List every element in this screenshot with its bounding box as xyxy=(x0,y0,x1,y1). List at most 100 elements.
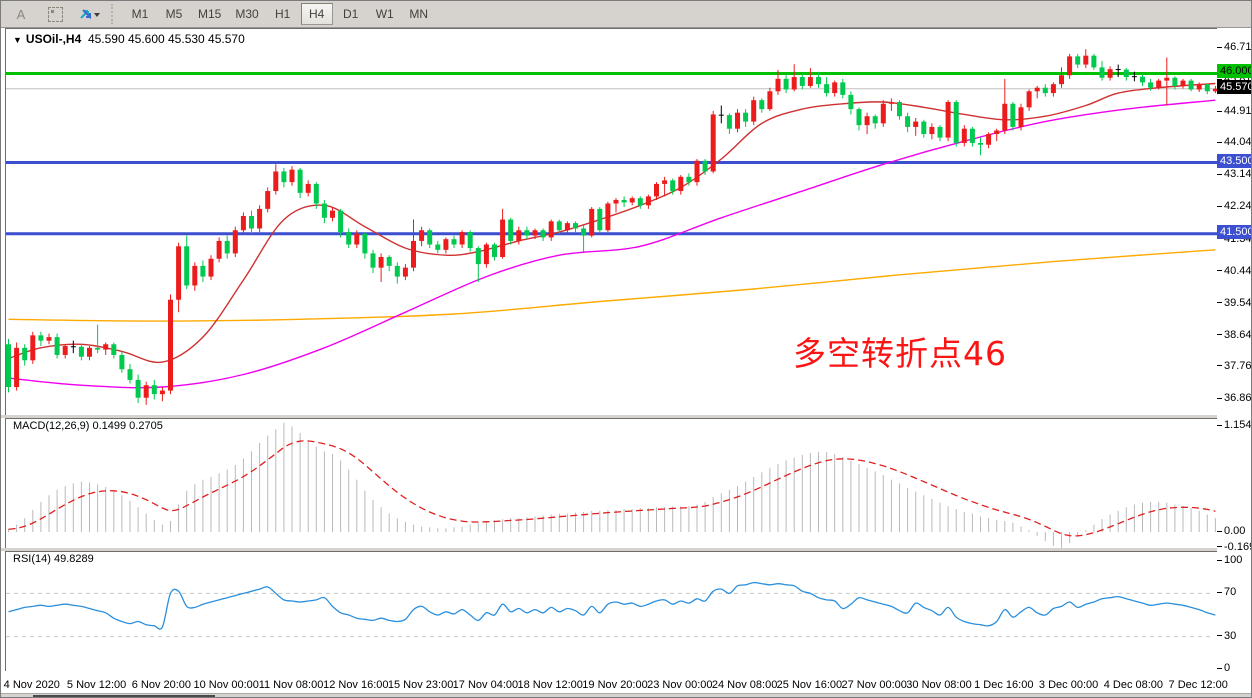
candle xyxy=(483,242,489,268)
candle xyxy=(564,221,570,234)
timeframe-button-m30[interactable]: M30 xyxy=(235,7,259,21)
price-tag-41.500: 41.500 xyxy=(1217,224,1251,239)
candle xyxy=(921,119,927,138)
candle xyxy=(678,175,684,195)
date-label: 27 Nov 00:00 xyxy=(841,679,907,691)
candle xyxy=(224,235,230,259)
timeframe-button-m5[interactable]: M5 xyxy=(165,7,183,21)
candle xyxy=(556,219,562,234)
macd-tick: 0.00 xyxy=(1217,525,1245,537)
candle xyxy=(159,387,165,402)
candle xyxy=(937,125,943,142)
candle xyxy=(1172,76,1178,90)
tick-mark xyxy=(1217,173,1222,175)
date-label: 4 Dec 08:00 xyxy=(1103,679,1164,691)
candle xyxy=(321,199,327,224)
candle xyxy=(394,262,400,284)
horizontal-scrollbar[interactable] xyxy=(1,693,1251,697)
timeframe-button-w1[interactable]: W1 xyxy=(375,7,394,21)
candle xyxy=(1196,82,1202,93)
date-label: 4 Nov 2020 xyxy=(3,679,60,691)
candle xyxy=(1018,103,1024,131)
tick-mark xyxy=(1217,559,1222,561)
candle xyxy=(718,105,724,124)
rsi-line xyxy=(8,581,1216,630)
price-tag-45.570: 45.570 xyxy=(1217,79,1251,94)
candle xyxy=(662,176,668,197)
candle xyxy=(1034,85,1040,99)
collapse-icon[interactable]: ▼ xyxy=(13,35,22,45)
candle xyxy=(929,123,935,140)
candle xyxy=(759,98,765,113)
rsi-label: RSI(14) 49.8289 xyxy=(13,553,94,565)
price-tick: 40.440 xyxy=(1217,265,1251,277)
tick-mark xyxy=(1217,397,1222,399)
candle xyxy=(354,230,360,249)
tick-mark xyxy=(1217,635,1222,637)
scrollbar-thumb[interactable] xyxy=(33,695,215,697)
price-tick: 44.040 xyxy=(1217,136,1251,148)
timeframe-button-m15[interactable]: M15 xyxy=(198,7,222,21)
timeframe-button-mn[interactable]: MN xyxy=(409,7,429,21)
timeframe-button-m1[interactable]: M1 xyxy=(131,7,149,21)
price-tick: 39.540 xyxy=(1217,297,1251,309)
candle xyxy=(451,235,457,249)
candle xyxy=(346,228,352,249)
text-tool-a-button[interactable]: A xyxy=(16,6,26,22)
candle xyxy=(767,87,773,111)
candle xyxy=(151,379,157,400)
candle xyxy=(192,262,198,291)
ma-mid-line xyxy=(8,99,1216,389)
candle xyxy=(872,114,878,129)
candle xyxy=(905,112,911,133)
price-tag-46.000: 46.000 xyxy=(1217,64,1251,79)
candle xyxy=(548,219,554,241)
select-tool-button[interactable] xyxy=(39,3,71,25)
candle xyxy=(670,178,676,195)
candle xyxy=(694,158,700,186)
candle xyxy=(200,260,206,282)
candle xyxy=(994,128,1000,142)
candle xyxy=(1156,78,1162,90)
candle xyxy=(1140,73,1145,86)
tick-mark xyxy=(1217,546,1222,548)
candle xyxy=(78,344,84,361)
candle xyxy=(249,210,254,234)
candle xyxy=(208,255,214,281)
candle xyxy=(1059,67,1064,88)
candle xyxy=(1099,61,1105,81)
macd-signal-line xyxy=(8,440,1216,537)
candle xyxy=(435,240,441,254)
price-tick: 43.140 xyxy=(1217,168,1251,180)
timeframe-button-h1[interactable]: H1 xyxy=(275,7,291,21)
candle xyxy=(1123,68,1129,81)
timeframe-button-d1[interactable]: D1 xyxy=(343,7,359,21)
pane-splitter[interactable] xyxy=(1,415,1251,418)
candle xyxy=(629,196,635,206)
timeframe-button-h4[interactable]: H4 xyxy=(300,3,333,25)
candle xyxy=(969,126,975,147)
main-chart-canvas[interactable] xyxy=(5,28,1218,417)
candle xyxy=(475,246,481,282)
pane-splitter[interactable] xyxy=(1,548,1251,551)
candle xyxy=(1204,83,1210,95)
candle xyxy=(362,232,368,259)
tick-mark xyxy=(1217,424,1222,426)
candle xyxy=(524,226,530,240)
candle xyxy=(637,196,643,209)
candle xyxy=(232,226,238,257)
arrows-tool-button[interactable] xyxy=(73,3,107,25)
candle xyxy=(46,333,52,345)
tick-mark xyxy=(1217,206,1222,208)
rsi-chart-canvas[interactable] xyxy=(5,551,1218,672)
candle xyxy=(103,342,109,355)
candle xyxy=(14,342,20,391)
date-label: 25 Nov 16:00 xyxy=(776,679,843,691)
macd-chart-canvas[interactable] xyxy=(5,418,1218,550)
candle xyxy=(1188,78,1194,92)
candle xyxy=(1180,78,1186,89)
candle xyxy=(645,194,651,209)
candle xyxy=(338,208,344,238)
candle xyxy=(816,71,821,88)
ma-slow-line xyxy=(8,249,1216,322)
